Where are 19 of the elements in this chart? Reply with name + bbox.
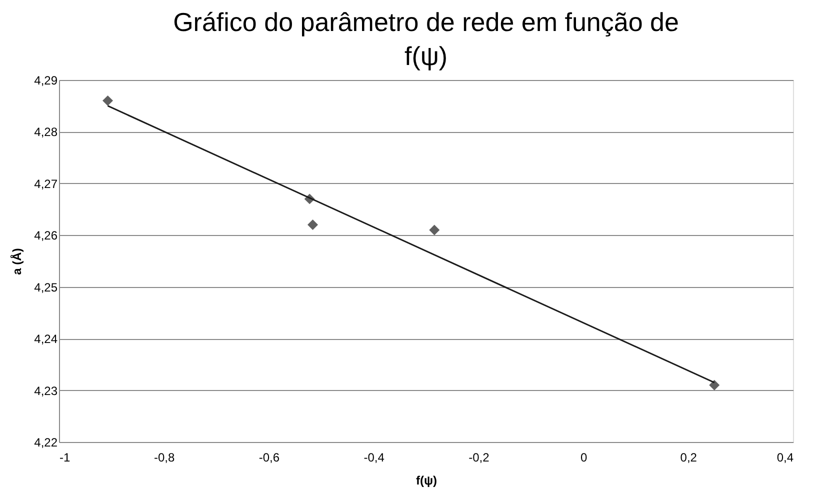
- x-tick-label: 0: [580, 450, 588, 464]
- x-tick-label: 0,4: [776, 450, 794, 464]
- chart-title: Gráfico do parâmetro de rede em função de f(ψ): [173, 7, 679, 71]
- y-tick-label: 4,24: [34, 332, 58, 346]
- y-tick-label: 4,27: [34, 176, 58, 191]
- y-tick-label: 4,22: [34, 436, 58, 450]
- x-tick-label: -1: [60, 450, 70, 464]
- y-tick-label: 4,26: [34, 228, 58, 243]
- x-tick-label: -0,4: [364, 450, 385, 464]
- y-tick-label: 4,29: [34, 74, 58, 88]
- x-tick-label: -0,2: [468, 450, 490, 464]
- x-tick-label: 0,2: [680, 450, 698, 464]
- y-tick-label: 4,23: [34, 384, 58, 398]
- y-tick-label: 4,25: [34, 280, 58, 294]
- y-axis-title: a (Å): [10, 248, 24, 275]
- x-axis-title: f(ψ): [416, 474, 438, 488]
- x-tick-label: -0,6: [258, 450, 280, 464]
- x-tick-label: -0,8: [154, 450, 176, 464]
- y-tick-label: 4,28: [34, 125, 58, 140]
